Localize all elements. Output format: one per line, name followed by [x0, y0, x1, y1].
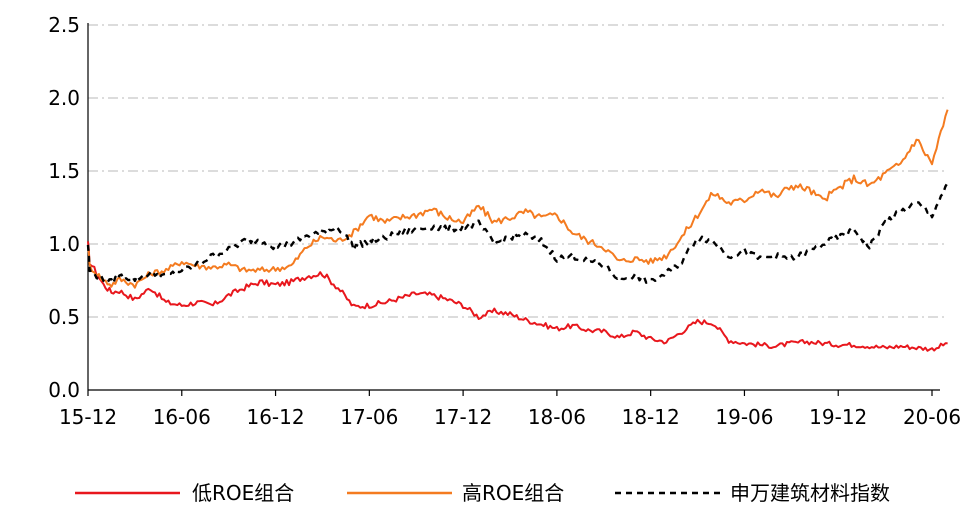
- legend-label-0: 低ROE组合: [192, 481, 294, 505]
- x-tick-label: 16-12: [246, 405, 304, 429]
- x-tick-label: 20-06: [903, 405, 961, 429]
- y-tick-label: 1.5: [48, 159, 80, 183]
- x-tick-label: 19-06: [715, 405, 773, 429]
- y-tick-label: 0.0: [48, 378, 80, 402]
- x-tick-label: 17-06: [340, 405, 398, 429]
- legend-label-1: 高ROE组合: [462, 481, 564, 505]
- series-line-2: [86, 182, 949, 285]
- legend-label-2: 申万建筑材料指数: [730, 481, 890, 505]
- x-tick-label: 19-12: [809, 405, 867, 429]
- x-tick-label: 15-12: [59, 405, 117, 429]
- y-tick-label: 0.5: [48, 305, 80, 329]
- y-tick-label: 1.0: [48, 232, 80, 256]
- legend: 低ROE组合 高ROE组合 申万建筑材料指数: [75, 481, 890, 505]
- x-tick-label: 18-06: [528, 405, 586, 429]
- series-line-0: [87, 241, 948, 352]
- series-lines: [86, 109, 949, 352]
- gridlines: [88, 24, 945, 318]
- series-line-1: [87, 109, 949, 289]
- axes: 0.0 0.5 1.0 1.5 2.0 2.5 15-12 16-06 16-12 17-06 17…: [48, 13, 961, 429]
- x-tick-label: 18-12: [622, 405, 680, 429]
- x-tick-label: 16-06: [153, 405, 211, 429]
- y-tick-label: 2.5: [48, 13, 80, 37]
- x-tick-label: 17-12: [434, 405, 492, 429]
- y-tick-label: 2.0: [48, 86, 80, 110]
